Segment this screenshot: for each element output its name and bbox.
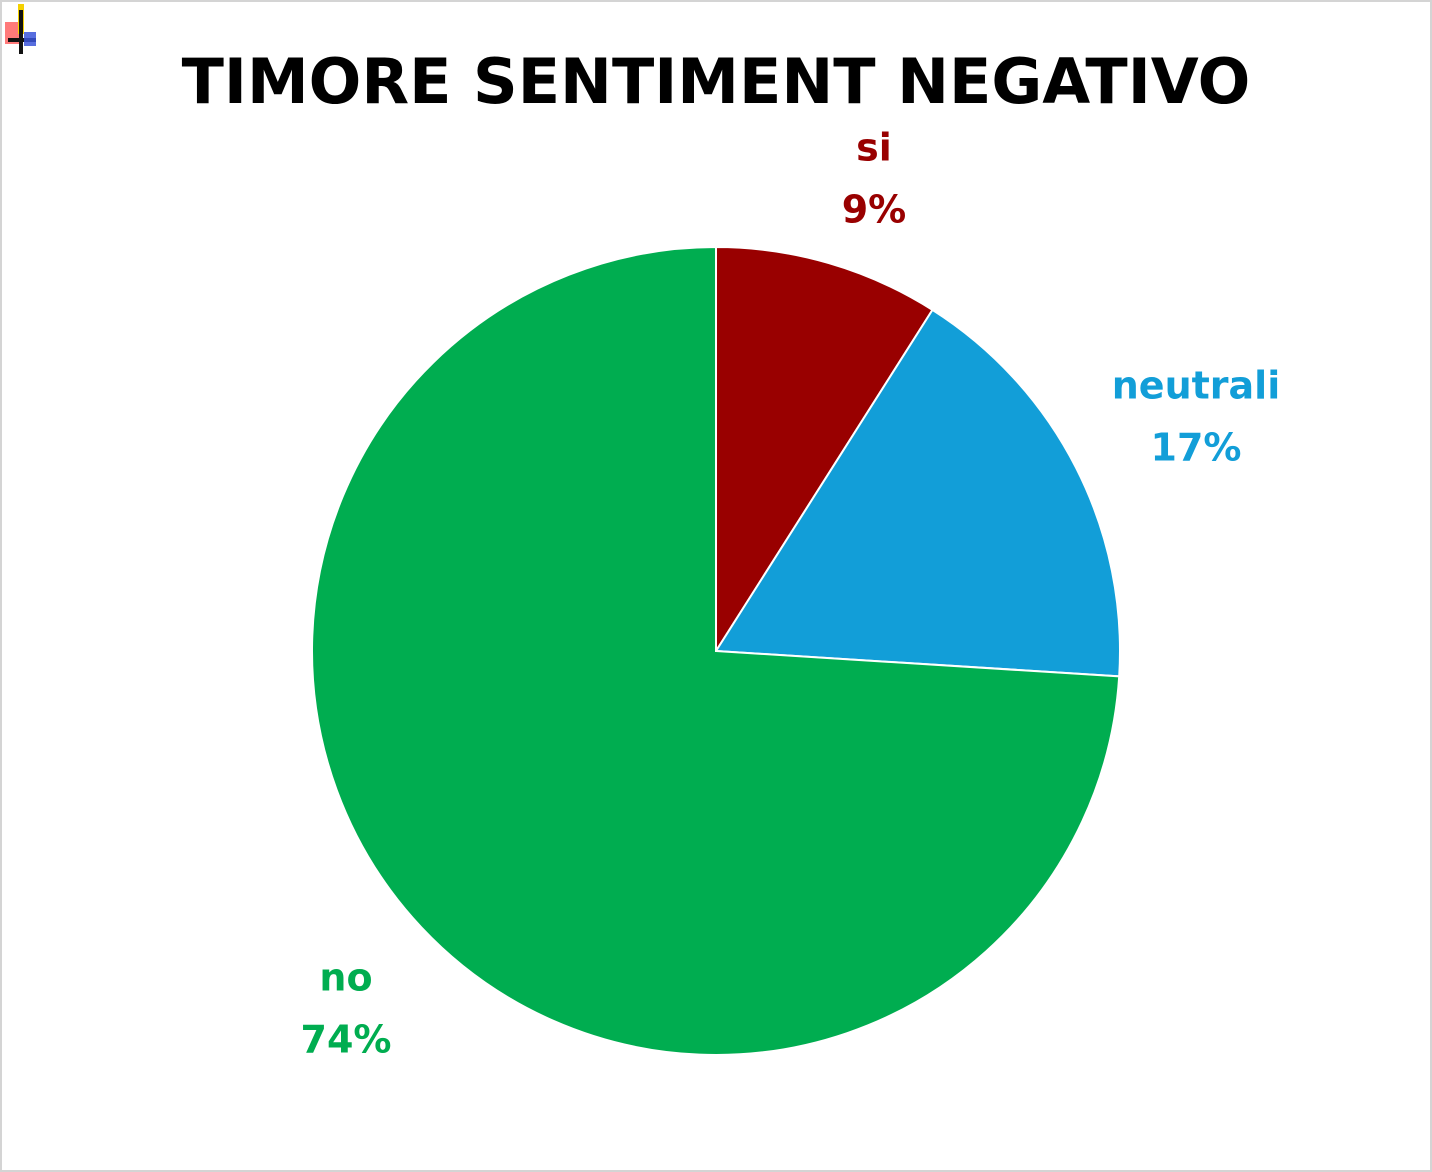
pie-slice-si bbox=[715, 245, 934, 655]
move-cursor-icon bbox=[5, 4, 36, 54]
data-label-category-si: si bbox=[856, 126, 892, 170]
chart-title: TIMORE SENTIMENT NEGATIVO bbox=[181, 45, 1251, 118]
pie-data-labels: si 9% neutrali 17% no 74% bbox=[301, 126, 1281, 1062]
pie-slice-no bbox=[311, 245, 1121, 1056]
pie-slice-neutrali bbox=[714, 308, 1121, 678]
data-label-percent-neutrali: 17% bbox=[1151, 426, 1242, 470]
data-label-percent-no: 74% bbox=[301, 1018, 392, 1062]
pie-slices bbox=[311, 245, 1121, 1056]
data-label-category-no: no bbox=[319, 956, 372, 1000]
data-label-category-neutrali: neutrali bbox=[1112, 364, 1280, 408]
data-label-percent-si: 9% bbox=[842, 188, 907, 232]
